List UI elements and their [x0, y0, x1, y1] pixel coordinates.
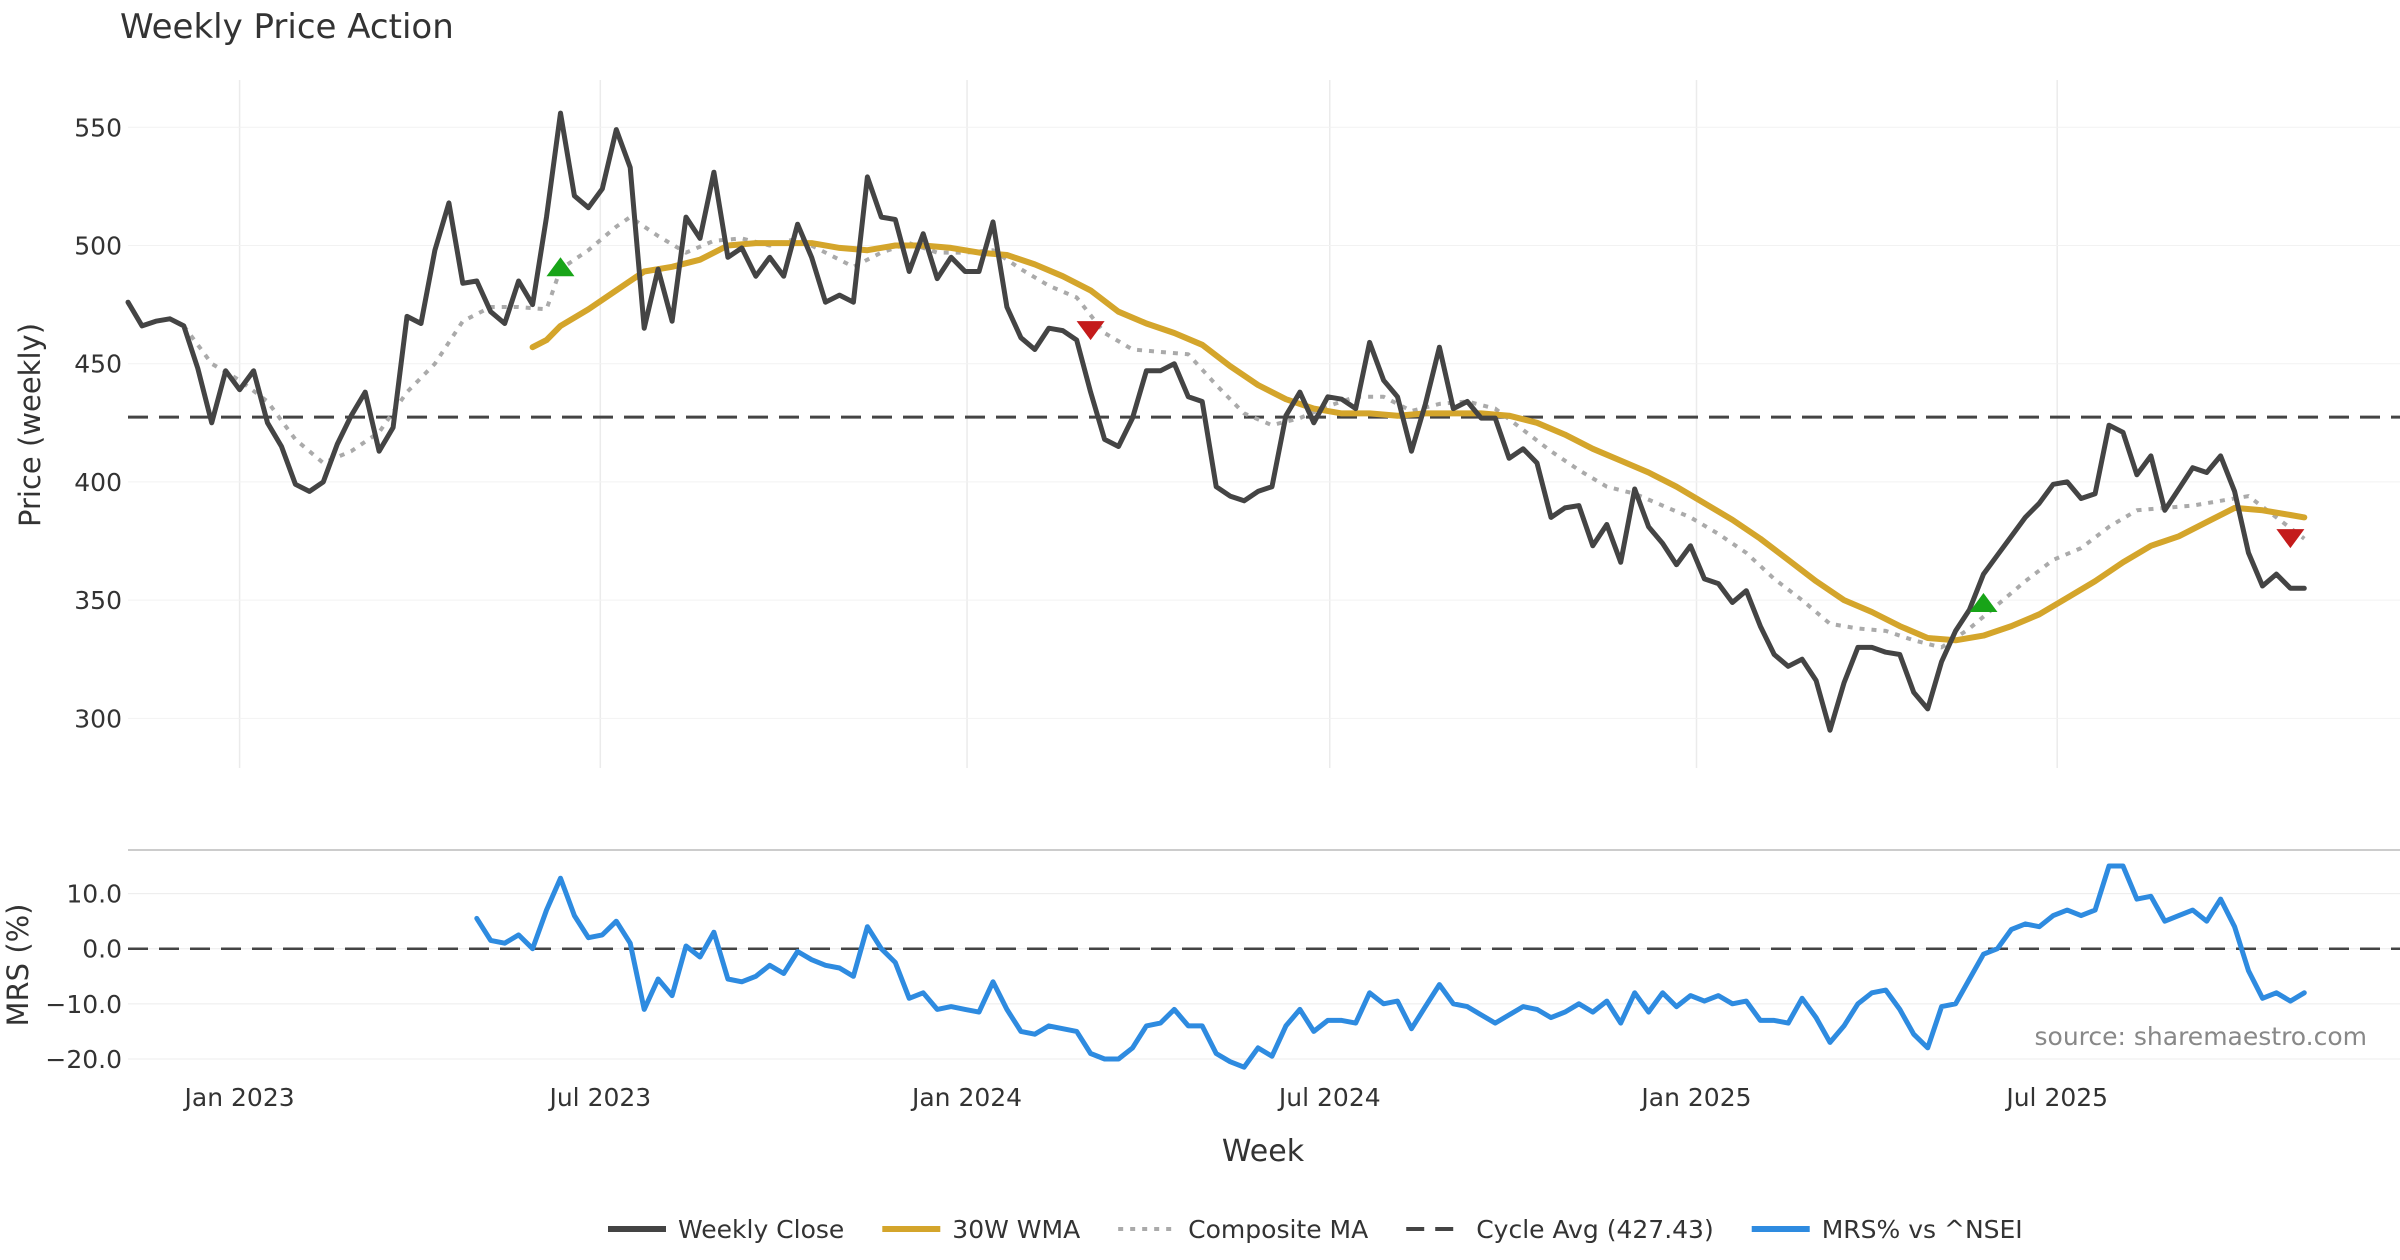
- mrs-y-tick-label: 10.0: [66, 880, 122, 909]
- price-y-tick-label: 500: [74, 231, 122, 260]
- price-y-tick-label: 300: [74, 704, 122, 733]
- mrs-y-tick-label: −20.0: [45, 1045, 122, 1074]
- legend-item-composite-ma: Composite MA: [1118, 1215, 1368, 1244]
- price-grid: [128, 80, 2400, 768]
- x-tick-label: Jul 2023: [547, 1083, 651, 1112]
- legend-label: 30W WMA: [952, 1215, 1080, 1244]
- price-y-tick-label: 400: [74, 468, 122, 497]
- buy-signal-marker: [1969, 593, 1998, 613]
- legend-item-cycle-avg-427-43: Cycle Avg (427.43): [1406, 1215, 1714, 1244]
- legend-item-mrs-vs-nsei: MRS% vs ^NSEI: [1751, 1215, 2023, 1244]
- legend-item-weekly-close: Weekly Close: [608, 1215, 844, 1244]
- legend-label: Composite MA: [1188, 1215, 1368, 1244]
- price-y-ticks: 300 350 400 450 500 550: [74, 113, 122, 733]
- weekly-close-line: [125, 110, 2307, 733]
- x-axis-label: Week: [1222, 1134, 1305, 1169]
- legend-label: Weekly Close: [678, 1215, 844, 1244]
- composite-ma-line: [182, 215, 2306, 650]
- mrs-y-label: MRS (%): [1, 904, 35, 1027]
- legend-label: Cycle Avg (427.43): [1476, 1215, 1714, 1244]
- mrs-series: [474, 863, 2307, 1070]
- mrs-y-ticks: 10.0 0.0 −10.0 −20.0: [45, 880, 122, 1074]
- x-tick-label: Jan 2025: [1639, 1083, 1751, 1112]
- price-y-label: Price (weekly): [13, 323, 47, 527]
- sell-signal-marker: [1076, 321, 1105, 341]
- sell-signal-marker: [2276, 529, 2305, 549]
- x-tick-label: Jan 2023: [183, 1083, 295, 1112]
- price-y-tick-label: 350: [74, 586, 122, 615]
- x-tick-label: Jul 2025: [2004, 1083, 2108, 1112]
- price-y-tick-label: 450: [74, 350, 122, 379]
- signal-markers: [546, 257, 2305, 613]
- source-label: source: sharemaestro.com: [2035, 1022, 2368, 1051]
- mrs-line: [474, 863, 2307, 1070]
- mrs-y-tick-label: −10.0: [45, 990, 122, 1019]
- chart-title: Weekly Price Action: [120, 7, 454, 47]
- price-y-tick-label: 550: [74, 113, 122, 142]
- legend: Weekly Close 30W WMA Composite MA Cycle Avg…: [608, 1215, 2023, 1244]
- x-tick-label: Jul 2024: [1277, 1083, 1381, 1112]
- x-tick-label: Jan 2024: [910, 1083, 1022, 1112]
- legend-label: MRS% vs ^NSEI: [1822, 1215, 2023, 1244]
- x-axis-ticks: Jan 2023 Jul 2023 Jan 2024 Jul 2024 Jan 2025…: [183, 1083, 2109, 1112]
- price-series: [125, 110, 2308, 733]
- buy-signal-marker: [546, 257, 575, 277]
- legend-item-30w-wma: 30W WMA: [882, 1215, 1080, 1244]
- mrs-y-tick-label: 0.0: [82, 935, 122, 964]
